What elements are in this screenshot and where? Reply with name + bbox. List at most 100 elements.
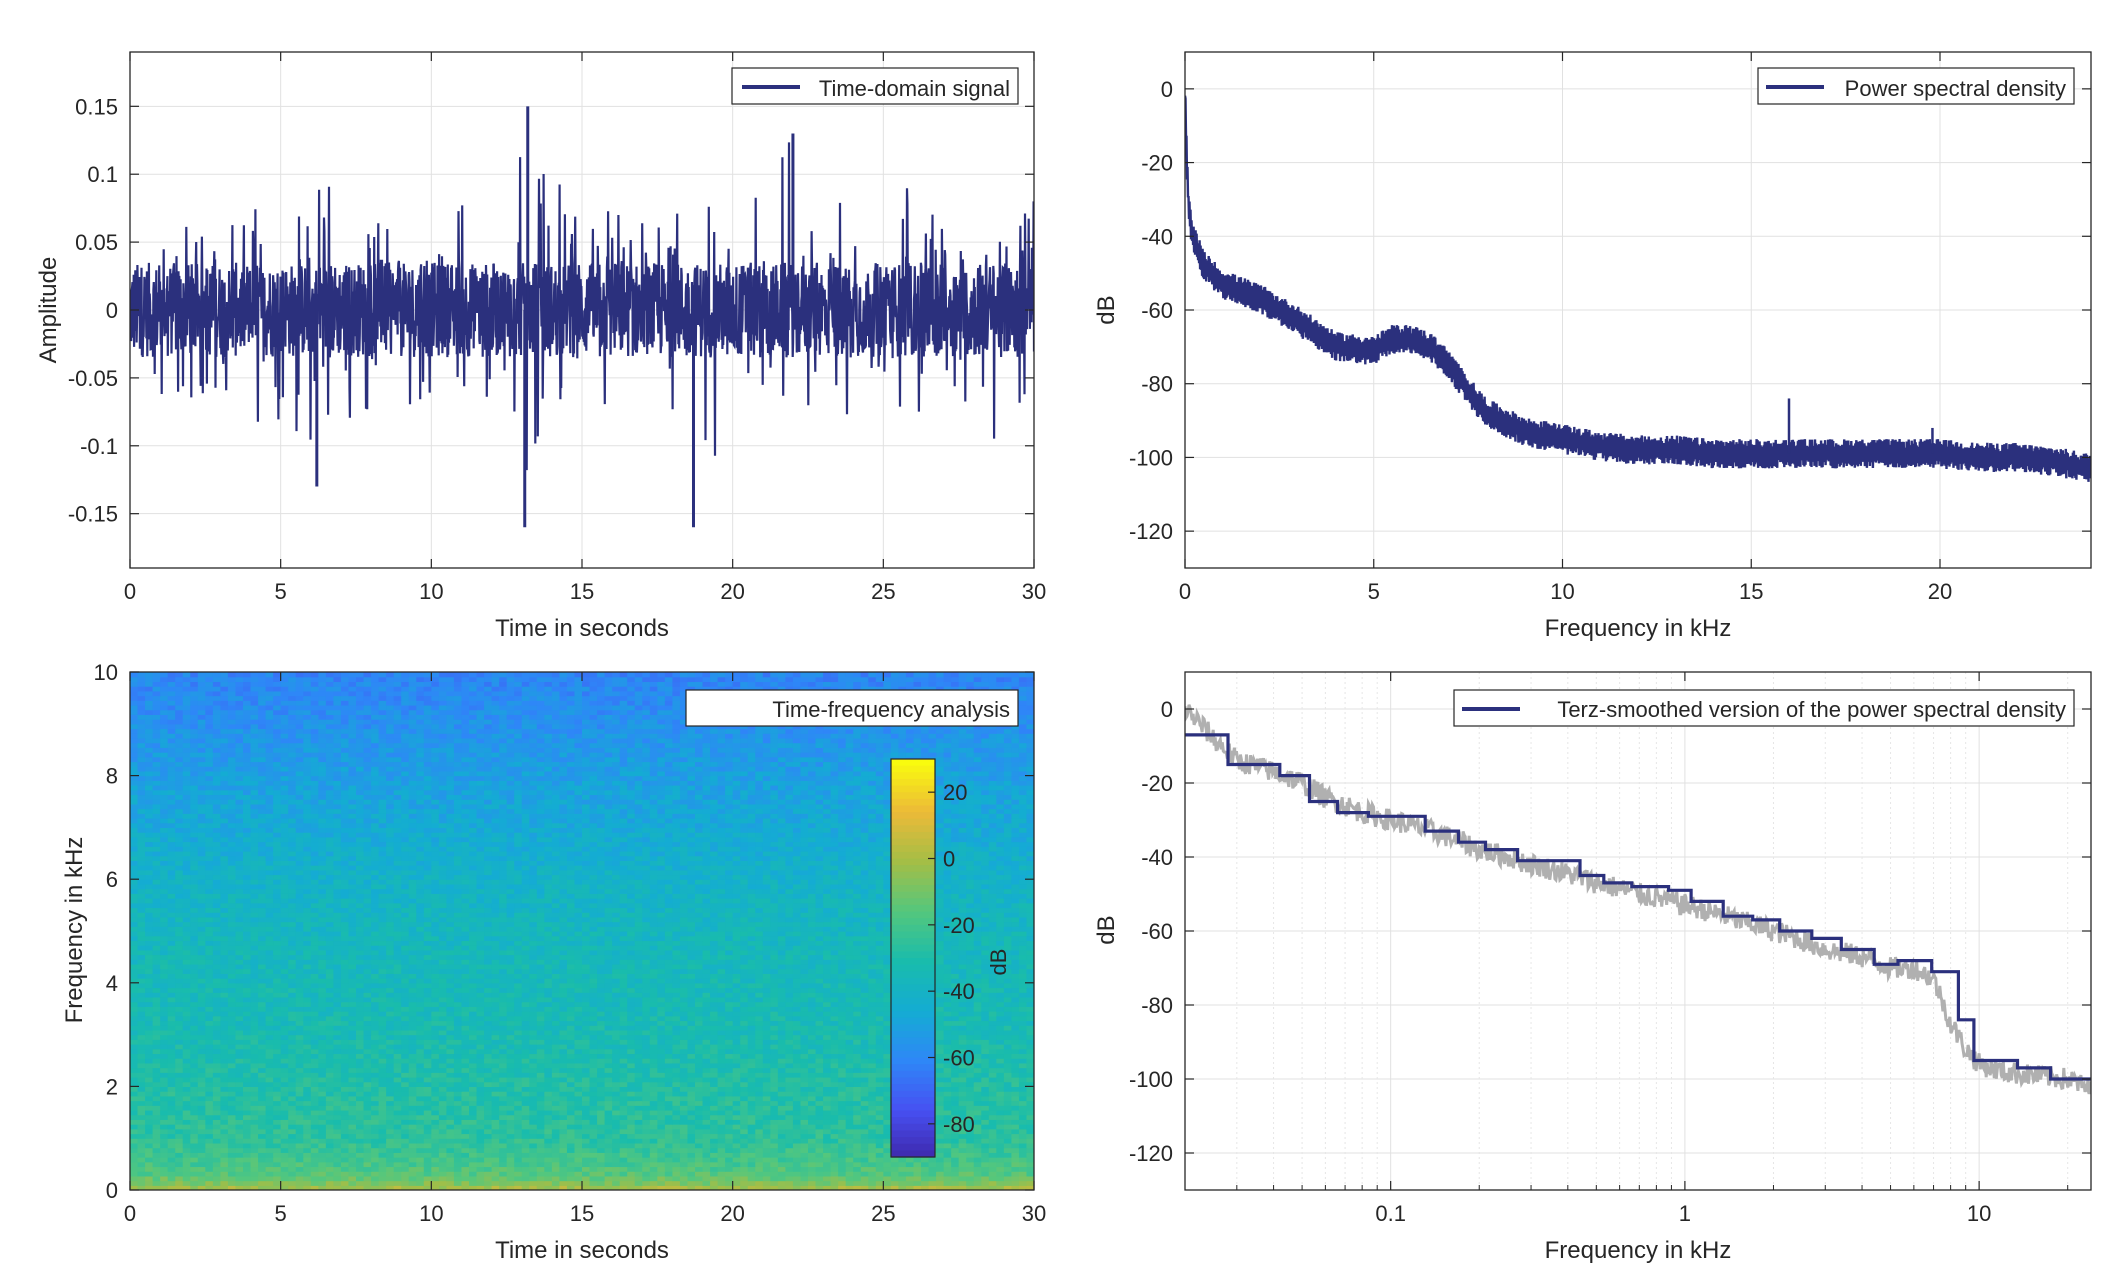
heatmap-cell bbox=[371, 1180, 380, 1186]
heatmap-cell bbox=[363, 1006, 372, 1012]
heatmap-cell bbox=[476, 1152, 485, 1158]
heatmap-cell bbox=[378, 1109, 387, 1116]
heatmap-cell bbox=[815, 1128, 824, 1135]
heatmap-cell bbox=[604, 1001, 613, 1007]
heatmap-cell bbox=[363, 1062, 372, 1069]
heatmap-cell bbox=[137, 1109, 146, 1116]
heatmap-cell bbox=[710, 1128, 719, 1135]
heatmap-cell bbox=[1011, 1001, 1020, 1007]
heatmap-cell bbox=[250, 1006, 259, 1012]
heatmap-cell bbox=[340, 1152, 350, 1158]
heatmap-cell bbox=[762, 1185, 771, 1190]
heatmap-cell bbox=[943, 1161, 952, 1168]
heatmap-cell bbox=[687, 1062, 696, 1069]
heatmap-cell bbox=[981, 1138, 990, 1144]
heatmap-cell bbox=[958, 1039, 967, 1045]
heatmap-cell bbox=[551, 1114, 560, 1120]
heatmap-cell bbox=[197, 1011, 206, 1017]
heatmap-cell bbox=[589, 1175, 598, 1182]
heatmap-cell bbox=[777, 1039, 786, 1045]
heatmap-cell bbox=[687, 1081, 696, 1087]
heatmap-cell bbox=[770, 1109, 779, 1116]
heatmap-cell bbox=[348, 1025, 357, 1031]
heatmap-cell bbox=[695, 1109, 704, 1116]
heatmap-cell bbox=[408, 1109, 417, 1116]
heatmap-cell bbox=[559, 1020, 568, 1026]
heatmap-cell bbox=[145, 1086, 154, 1092]
heatmap-cell bbox=[227, 1185, 237, 1190]
heatmap-cell bbox=[687, 1006, 696, 1012]
heatmap-cell bbox=[235, 1053, 244, 1059]
x-tick-label: 20 bbox=[1928, 579, 1952, 604]
heatmap-cell bbox=[175, 1133, 184, 1139]
heatmap-cell bbox=[363, 1166, 372, 1172]
heatmap-cell bbox=[551, 1171, 560, 1177]
heatmap-cell bbox=[416, 1171, 425, 1177]
heatmap-cell bbox=[755, 1044, 764, 1050]
heatmap-cell bbox=[197, 1067, 206, 1073]
heatmap-cell bbox=[521, 1076, 530, 1083]
heatmap-cell bbox=[182, 1086, 191, 1092]
heatmap-cell bbox=[348, 1053, 357, 1059]
heatmap-cell bbox=[453, 1109, 463, 1116]
heatmap-cell bbox=[476, 996, 485, 1003]
heatmap-cell bbox=[664, 1072, 673, 1078]
heatmap-cell bbox=[484, 1006, 493, 1012]
heatmap-cell bbox=[740, 1105, 749, 1111]
heatmap-cell bbox=[604, 1025, 613, 1031]
heatmap-cell bbox=[627, 1095, 636, 1102]
heatmap-cell bbox=[747, 1015, 756, 1022]
heatmap-cell bbox=[137, 1180, 146, 1186]
heatmap-cell bbox=[981, 1100, 990, 1106]
heatmap-cell bbox=[1018, 1105, 1028, 1111]
heatmap-cell bbox=[484, 1180, 493, 1186]
heatmap-cell bbox=[642, 1133, 651, 1139]
heatmap-cell bbox=[559, 1025, 568, 1031]
heatmap-cell bbox=[762, 1067, 771, 1073]
heatmap-cell bbox=[371, 1086, 380, 1092]
heatmap-cell bbox=[160, 1147, 169, 1153]
heatmap-cell bbox=[823, 1171, 832, 1177]
heatmap-cell bbox=[303, 1053, 312, 1059]
heatmap-cell bbox=[325, 1076, 334, 1083]
heatmap-cell bbox=[762, 1152, 771, 1158]
heatmap-cell bbox=[137, 1114, 146, 1120]
heatmap-cell bbox=[401, 1152, 410, 1158]
heatmap-cell bbox=[770, 1091, 779, 1097]
heatmap-cell bbox=[582, 1076, 591, 1083]
heatmap-cell bbox=[725, 1039, 734, 1045]
heatmap-cell bbox=[830, 1076, 839, 1083]
heatmap-cell bbox=[1011, 1053, 1020, 1059]
heatmap-cell bbox=[1003, 1105, 1012, 1111]
heatmap-cell bbox=[845, 1058, 854, 1064]
heatmap-cell bbox=[1003, 1058, 1012, 1064]
heatmap-cell bbox=[845, 1086, 854, 1092]
heatmap-cell bbox=[1003, 1124, 1012, 1130]
heatmap-cell bbox=[521, 1171, 530, 1177]
heatmap-cell bbox=[220, 1015, 229, 1022]
heatmap-cell bbox=[785, 1081, 794, 1087]
heatmap-cell bbox=[280, 1044, 289, 1050]
heatmap-cell bbox=[619, 1138, 628, 1144]
heatmap-cell bbox=[258, 1001, 267, 1007]
heatmap-cell bbox=[423, 1015, 432, 1022]
heatmap-cell bbox=[386, 1152, 395, 1158]
heatmap-cell bbox=[777, 1053, 786, 1059]
heatmap-cell bbox=[371, 1105, 380, 1111]
heatmap-cell bbox=[815, 1001, 824, 1007]
heatmap-cell bbox=[936, 1011, 945, 1017]
heatmap-cell bbox=[943, 1034, 952, 1040]
heatmap-cell bbox=[785, 1020, 794, 1026]
heatmap-cell bbox=[1003, 1119, 1012, 1125]
heatmap-cell bbox=[318, 1114, 327, 1120]
heatmap-cell bbox=[664, 1048, 673, 1055]
heatmap-cell bbox=[514, 1157, 523, 1163]
heatmap-cell bbox=[461, 1039, 470, 1045]
heatmap-cell bbox=[551, 1062, 560, 1069]
heatmap-cell bbox=[476, 1058, 485, 1064]
heatmap-cell bbox=[167, 1081, 176, 1087]
heatmap-cell bbox=[205, 1166, 214, 1172]
heatmap-cell bbox=[604, 1142, 613, 1149]
heatmap-cell bbox=[800, 1100, 809, 1106]
heatmap-cell bbox=[1018, 1152, 1028, 1158]
